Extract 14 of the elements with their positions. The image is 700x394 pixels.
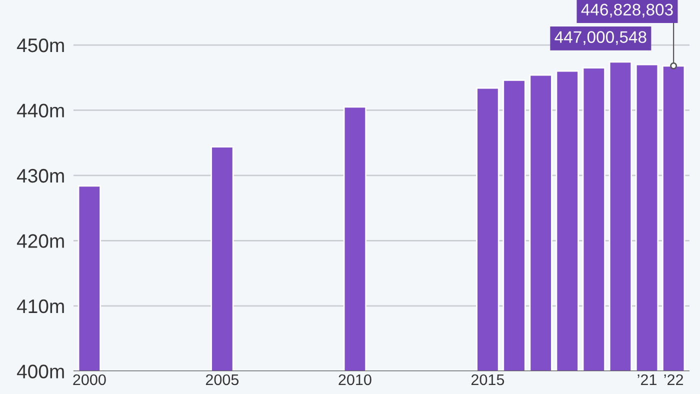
x-tick-label: 2000 <box>73 374 106 386</box>
y-tick-label: 410m <box>16 299 64 314</box>
y-tick-label: 420m <box>16 234 64 248</box>
x-tick-label: 2010 <box>338 374 372 386</box>
x-tick-label: 2015 <box>471 374 504 386</box>
x-tick-label: ’21 <box>638 374 656 385</box>
annotation: 447,000,548 <box>554 31 646 45</box>
y-tick-label: 430m <box>16 168 64 183</box>
x-tick-label: ’22 <box>664 374 683 385</box>
annotation: 446,828,803 <box>581 4 673 18</box>
y-tick-label: 400m <box>16 364 64 378</box>
y-tick-label: 450m <box>16 38 64 52</box>
x-tick-label: 2005 <box>206 374 239 386</box>
y-tick-label: 440m <box>16 104 64 118</box>
